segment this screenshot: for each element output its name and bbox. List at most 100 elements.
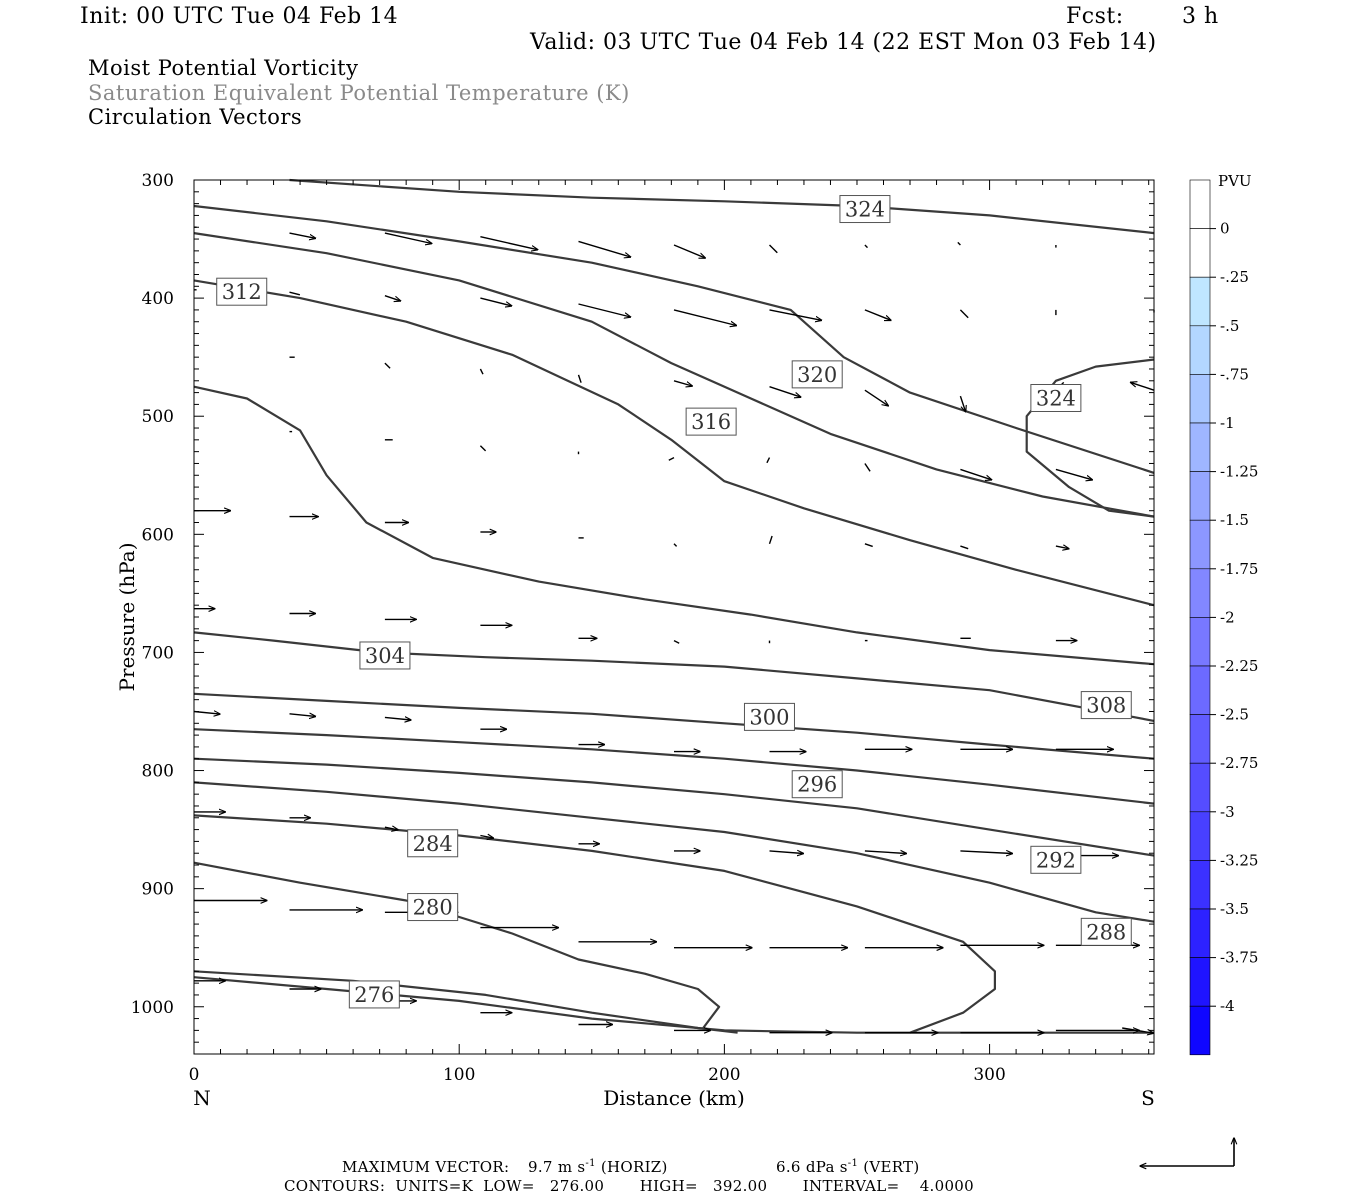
circulation-vector (480, 236, 537, 250)
colorbar-cell (1189, 422, 1211, 472)
circulation-vector (480, 836, 493, 839)
colorbar-cell (1189, 665, 1211, 715)
contour-line (193, 631, 1155, 722)
contour-label: 296 (791, 770, 843, 799)
contour-line (193, 781, 1155, 923)
contour-label: 276 (348, 980, 400, 1009)
contour-label: 324 (1030, 384, 1082, 412)
circulation-vector (1055, 546, 1069, 549)
contour-label-text: 324 (845, 198, 885, 222)
valid-time: Valid: 03 UTC Tue 04 Feb 14 (22 EST Mon … (530, 30, 1157, 55)
colorbar-tick-label: 0 (1220, 220, 1230, 238)
contour-label: 320 (791, 360, 843, 389)
contour-label-text: 308 (1086, 694, 1126, 718)
colorbar-cell (1189, 1005, 1211, 1056)
contours-info: CONTOURS: UNITS=K LOW= 276.00 HIGH= 392.… (284, 1177, 974, 1195)
colorbar-tick-label: -1.5 (1220, 511, 1249, 529)
colorbar-cell (1189, 374, 1211, 424)
circulation-vector (769, 386, 801, 397)
y-tick-label: 300 (142, 171, 174, 191)
contour-line (193, 814, 996, 1034)
circulation-vector (479, 368, 484, 375)
title-circulation: Circulation Vectors (88, 105, 303, 129)
y-tick-label: 1000 (131, 998, 174, 1018)
contour-label-text: 320 (797, 363, 837, 387)
x-end-label-left: N (193, 1086, 211, 1110)
y-tick-label: 900 (142, 880, 174, 900)
title-mpv: Moist Potential Vorticity (88, 56, 359, 80)
x-tick-label: 100 (443, 1065, 475, 1085)
contour-line (193, 728, 1155, 805)
axes: 300 400 500 600 700 800 900 1000 0 100 200 300 (131, 171, 1154, 1085)
contour-label-text: 276 (354, 983, 394, 1007)
circulation-vector (864, 463, 871, 472)
colorbar-unit: PVU (1218, 172, 1252, 190)
circulation-vector (289, 232, 316, 238)
circulation-vector (957, 241, 961, 246)
colorbar-cell (1189, 860, 1211, 910)
circulation-vector (766, 457, 771, 464)
colorbar-cell (1189, 276, 1211, 327)
colorbar-cell (1189, 228, 1211, 278)
colorbar-cell (1189, 811, 1211, 861)
y-axis-label: Pressure (hPa) (115, 543, 139, 692)
colorbar-tick-label: -3.75 (1220, 949, 1258, 967)
circulation-vector (384, 827, 398, 830)
colorbar-tick-label: -1.25 (1220, 463, 1258, 481)
colorbar-tick-label: -2 (1220, 608, 1235, 626)
circulation-vector (673, 309, 736, 326)
x-tick-label: 0 (189, 1065, 200, 1085)
max-horiz-value: 9.7 m s-1 (HORIZ) (528, 1158, 668, 1176)
colorbar-tick-label: -.5 (1220, 317, 1239, 335)
colorbar-cell (1189, 957, 1211, 1007)
contour-label: 288 (1080, 917, 1132, 946)
circulation-vector (864, 309, 891, 320)
theta-es-contours (193, 178, 1155, 1034)
contour-label-text: 304 (365, 644, 405, 668)
circulation-vector (479, 445, 487, 452)
contour-label: 316 (685, 407, 737, 436)
forecast-hour: 3 h (1182, 4, 1219, 29)
y-tick-label: 400 (142, 289, 174, 309)
contour-labels: 276 280 284 288 292 296 300 304 308 312 316 320 324 3… (216, 195, 1132, 1009)
colorbar-cell (1189, 471, 1211, 521)
contour-line (289, 178, 1155, 235)
colorbar-tick-label: -4 (1220, 997, 1235, 1015)
max-vector-label: MAXIMUM VECTOR: (342, 1158, 510, 1176)
x-end-label-right: S (1141, 1086, 1155, 1110)
circulation-vector (768, 535, 773, 545)
circulation-vector (769, 309, 822, 320)
contour-line (193, 385, 1155, 666)
circulation-vector (1131, 382, 1155, 391)
colorbar-tick-label: -2.5 (1220, 706, 1249, 724)
contour-label: 304 (359, 641, 411, 670)
colorbar-tick-label: -1.75 (1220, 560, 1258, 578)
circulation-vector (578, 303, 631, 317)
colorbar-cell (1189, 325, 1211, 375)
circulation-vector (960, 545, 969, 550)
circulation-vector (578, 240, 631, 257)
circulation-vector (1055, 468, 1092, 479)
contour-line (193, 279, 1155, 607)
colorbar-cell (1189, 908, 1211, 958)
contour-label-text: 280 (413, 896, 453, 920)
circulation-vector (960, 851, 1012, 854)
colorbar-tick-label: -3.5 (1220, 900, 1249, 918)
contour-line (193, 757, 1155, 857)
colorbar-cell (1189, 519, 1211, 570)
contour-label: 324 (839, 195, 891, 224)
y-tick-label: 800 (142, 762, 174, 782)
circulation-vectors (193, 226, 1155, 1033)
contour-label-text: 312 (222, 280, 262, 304)
x-axis-label: Distance (km) (603, 1086, 745, 1110)
colorbar-tick-label: -3.25 (1220, 851, 1258, 869)
contour-label: 312 (216, 277, 268, 306)
circulation-vector (769, 851, 804, 854)
circulation-vector (673, 543, 678, 547)
circulation-vector (673, 380, 692, 386)
contour-label-text: 316 (691, 410, 731, 434)
circulation-vector (673, 244, 705, 258)
contour-line (193, 204, 1155, 474)
x-tick-label: 200 (708, 1065, 740, 1085)
